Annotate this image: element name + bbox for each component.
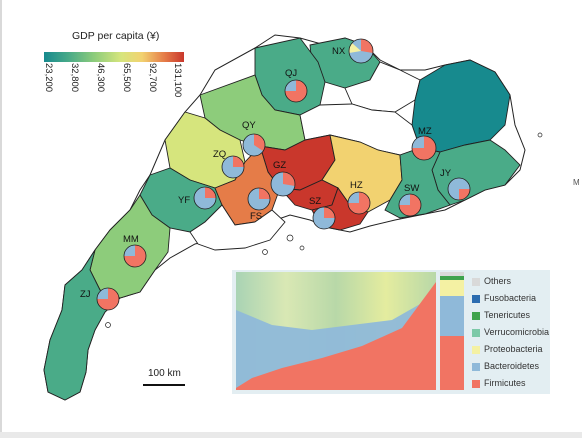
pie-mz <box>411 135 437 161</box>
city-label-gz: GZ <box>273 160 287 171</box>
island <box>299 245 305 251</box>
legend-label: Others <box>484 276 512 286</box>
legend-swatch <box>472 277 480 286</box>
scale-bar-label: 100 km <box>148 368 181 379</box>
color-scale-bar <box>44 52 184 62</box>
island <box>262 249 268 255</box>
inset-area-firmicutes <box>236 282 436 390</box>
inset-bar-others <box>440 272 464 276</box>
city-label-qy: QY <box>242 120 256 131</box>
pie-qy <box>242 133 266 157</box>
pie-sw <box>398 193 422 217</box>
pie-qj <box>284 79 308 103</box>
legend-title: GDP per capita (¥) <box>72 30 160 42</box>
inset-legend-item: Others <box>472 276 511 286</box>
legend-tick: 92,700 <box>147 63 158 93</box>
inset-legend-item: Firmicutes <box>472 378 526 388</box>
inset-bar-proteobacteria <box>440 280 464 296</box>
legend-swatch <box>472 311 480 320</box>
city-label-zj: ZJ <box>80 289 91 300</box>
city-label-zq: ZQ <box>213 149 227 160</box>
legend-tick: 65,500 <box>121 63 132 93</box>
legend-label: Tenericutes <box>484 310 531 320</box>
microbiome-inset: Others Fusobacteria Tenericutes Verrucomicr… <box>232 270 550 394</box>
island <box>286 234 294 242</box>
legend-swatch <box>472 362 480 371</box>
city-label-hz: HZ <box>350 180 363 191</box>
legend-tick: 131,100 <box>172 63 183 98</box>
city-label-mm: MM <box>123 234 139 245</box>
legend-tick: 46,300 <box>95 63 106 93</box>
pie-fs <box>247 187 271 211</box>
pie-hz <box>347 191 371 215</box>
legend-tick: 23,200 <box>43 63 54 93</box>
legend-label: Verrucomicrobia <box>484 327 550 337</box>
region-hz <box>321 134 403 213</box>
inset-legend-item: Proteobacteria <box>472 344 543 354</box>
left-border <box>0 0 2 438</box>
bottom-border <box>0 432 582 438</box>
island <box>537 132 543 138</box>
inset-legend-item: Fusobacteria <box>472 293 536 303</box>
pie-zq <box>221 155 245 179</box>
legend-label: Firmicutes <box>484 378 526 388</box>
city-label-sw: SW <box>404 183 420 194</box>
legend-swatch <box>472 294 480 303</box>
inset-bar-tenericutes <box>440 276 464 280</box>
legend-label: Fusobacteria <box>484 293 537 303</box>
inset-legend-item: Tenericutes <box>472 310 530 320</box>
city-label-jy: JY <box>440 168 452 179</box>
inset-legend-item: Verrucomicrobia <box>472 327 549 337</box>
region-south-white <box>189 204 286 251</box>
legend-swatch <box>472 345 480 354</box>
legend-label: Bacteroidetes <box>484 361 540 371</box>
pie-sz <box>312 206 336 230</box>
inset-svg <box>236 272 464 390</box>
edge-letter: M <box>573 178 580 187</box>
legend-label: Proteobacteria <box>484 344 543 354</box>
inset-legend-item: Bacteroidetes <box>472 361 539 371</box>
city-label-nx: NX <box>332 46 346 57</box>
city-label-qj: QJ <box>285 68 298 79</box>
pie-nx <box>348 38 374 64</box>
legend-swatch <box>472 328 480 337</box>
pie-mm <box>123 244 147 268</box>
city-label-fs: FS <box>250 211 263 222</box>
region-zj <box>43 249 121 401</box>
pie-jy <box>447 177 471 201</box>
legend-tick: 32,800 <box>69 63 80 93</box>
inset-bar-firmicutes <box>440 336 464 390</box>
pie-gz <box>270 171 296 197</box>
city-label-mz: MZ <box>418 126 432 137</box>
legend-swatch <box>472 379 480 388</box>
pie-zj <box>96 287 120 311</box>
pie-yf <box>193 186 217 210</box>
city-label-sz: SZ <box>309 196 322 207</box>
island <box>105 322 111 328</box>
inset-bar-bacteroidetes <box>440 296 464 336</box>
scale-bar-line <box>143 384 185 386</box>
city-label-yf: YF <box>178 195 191 206</box>
